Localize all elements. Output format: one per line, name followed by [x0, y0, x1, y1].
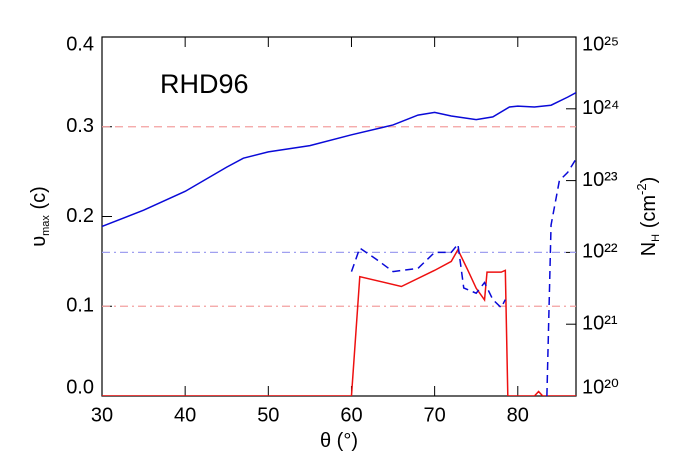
- y2-axis-label: NH (cm-2): [634, 177, 662, 257]
- y2-tick-label: 10²⁰: [582, 376, 619, 398]
- y-tick-label: 0.0: [66, 376, 94, 398]
- y-tick-label: 0.4: [66, 33, 94, 55]
- series-line: [350, 158, 576, 396]
- y-tick-label: 0.3: [66, 115, 94, 137]
- series-line: [102, 91, 576, 228]
- x-tick-label: 30: [91, 404, 113, 426]
- plot-area: [102, 91, 576, 396]
- y2-axis-label-part: ): [638, 177, 660, 184]
- y2-axis-label-part: N: [638, 242, 660, 256]
- x-axis-label: θ (°): [320, 430, 358, 452]
- y2-tick-label: 10²⁴: [582, 97, 620, 119]
- y2-axis-label-part: H: [650, 234, 662, 242]
- y2-tick-label: 10²⁵: [582, 33, 619, 55]
- y2-tick-label: 10²¹: [582, 312, 618, 334]
- y-tick-label: 0.1: [66, 295, 94, 317]
- y-tick-label: 0.2: [66, 205, 94, 227]
- y-axis-label-part: max: [40, 215, 52, 236]
- x-tick-label: 80: [507, 404, 529, 426]
- x-tick-label: 50: [257, 404, 279, 426]
- y2-axis-label-part: (cm: [638, 195, 660, 234]
- x-axis-label-part: θ (°): [320, 430, 358, 452]
- x-tick-label: 60: [340, 404, 362, 426]
- x-tick-label: 70: [424, 404, 446, 426]
- y-axis-label: υmax (c): [28, 186, 52, 247]
- x-tick-label: 40: [174, 404, 196, 426]
- y2-tick-label: 10²²: [582, 241, 618, 263]
- series-line: [102, 248, 576, 396]
- y2-tick-label: 10²³: [582, 169, 618, 191]
- y-axis-label-part: υ: [28, 236, 50, 247]
- y-axis-label-part: (c): [28, 186, 50, 215]
- annotation: RHD96: [160, 69, 249, 99]
- y2-axis-label-part: -2: [634, 183, 649, 195]
